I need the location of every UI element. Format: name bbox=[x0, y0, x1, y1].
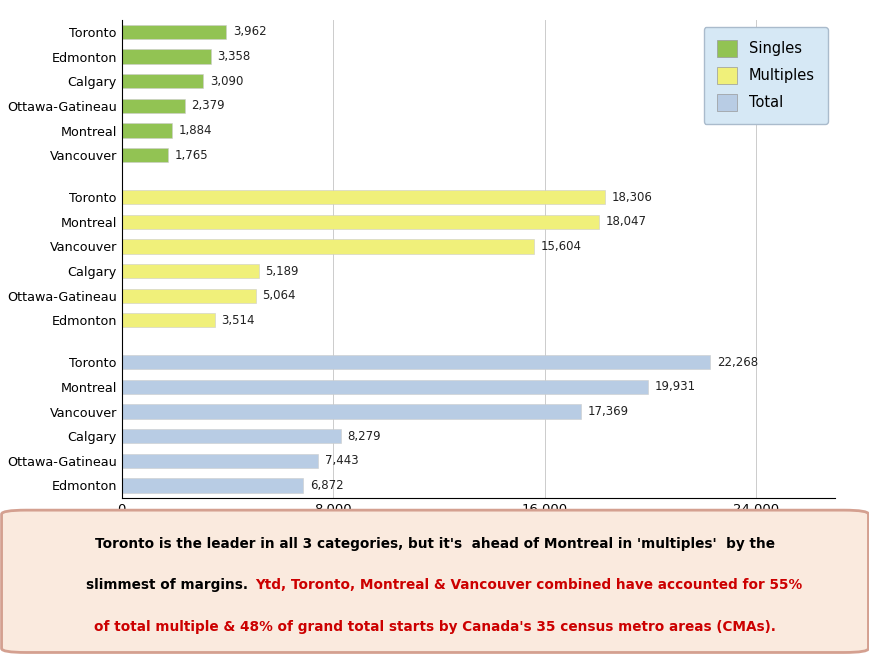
Bar bbox=[122, 215, 598, 229]
Text: 18,306: 18,306 bbox=[612, 191, 653, 204]
Legend: Singles, Multiples, Total: Singles, Multiples, Total bbox=[703, 27, 827, 124]
Text: 18,047: 18,047 bbox=[605, 215, 646, 228]
Bar bbox=[122, 50, 210, 64]
Bar bbox=[122, 380, 647, 394]
Text: 1,765: 1,765 bbox=[175, 149, 209, 162]
Text: slimmest of margins.: slimmest of margins. bbox=[86, 578, 253, 592]
Text: Ytd, Toronto, Montreal & Vancouver combined have accounted for 55%: Ytd, Toronto, Montreal & Vancouver combi… bbox=[255, 578, 801, 592]
Text: 5,189: 5,189 bbox=[265, 265, 299, 278]
Text: Toronto is the leader in all 3 categories, but it's  ahead of Montreal in 'multi: Toronto is the leader in all 3 categorie… bbox=[95, 536, 774, 551]
Text: 7,443: 7,443 bbox=[325, 455, 358, 467]
Text: 8,279: 8,279 bbox=[347, 430, 381, 443]
Text: 3,962: 3,962 bbox=[233, 26, 267, 39]
Bar bbox=[122, 123, 171, 138]
X-axis label: Number of Units: Number of Units bbox=[404, 524, 552, 539]
Text: 2,379: 2,379 bbox=[191, 100, 224, 113]
Bar bbox=[122, 289, 255, 303]
Bar bbox=[122, 25, 226, 39]
Text: 3,090: 3,090 bbox=[209, 75, 243, 88]
Text: 1,884: 1,884 bbox=[178, 124, 211, 137]
Text: 22,268: 22,268 bbox=[716, 356, 757, 369]
Bar bbox=[122, 239, 534, 253]
Bar bbox=[122, 74, 203, 88]
Bar bbox=[122, 429, 340, 443]
Bar bbox=[122, 264, 259, 278]
Text: 6,872: 6,872 bbox=[309, 479, 343, 492]
Bar bbox=[122, 313, 215, 328]
Bar bbox=[122, 478, 303, 493]
Bar bbox=[122, 355, 709, 369]
FancyBboxPatch shape bbox=[2, 510, 867, 652]
Text: 3,358: 3,358 bbox=[217, 50, 250, 63]
Text: 17,369: 17,369 bbox=[587, 405, 627, 418]
Bar bbox=[122, 99, 184, 113]
Text: of total multiple & 48% of grand total starts by Canada's 35 census metro areas : of total multiple & 48% of grand total s… bbox=[94, 620, 775, 634]
Text: 19,931: 19,931 bbox=[654, 381, 695, 394]
Bar bbox=[122, 454, 318, 468]
Text: 15,604: 15,604 bbox=[540, 240, 581, 253]
Bar bbox=[122, 404, 580, 419]
Bar bbox=[122, 190, 605, 204]
Text: 5,064: 5,064 bbox=[262, 290, 295, 302]
Bar bbox=[122, 148, 169, 162]
Text: 3,514: 3,514 bbox=[221, 314, 255, 327]
